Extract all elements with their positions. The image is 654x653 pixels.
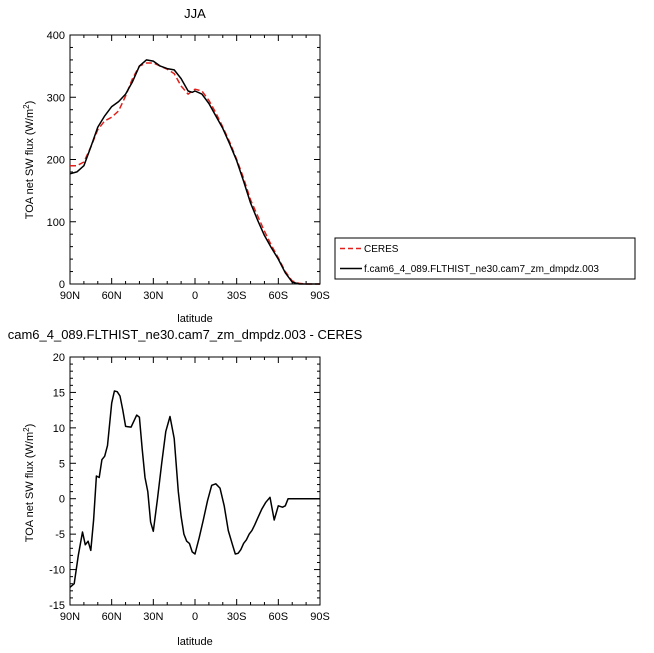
top-y-axis-label-main: TOA net SW flux (W/m bbox=[24, 109, 36, 219]
top-plot-title: JJA bbox=[184, 6, 206, 21]
top-y-ticks: 0 100 200 300 400 bbox=[47, 30, 320, 291]
top-y-tick-label: 300 bbox=[47, 92, 65, 104]
bottom-y-tick-label: -5 bbox=[55, 529, 65, 541]
bottom-x-tick-label: 60N bbox=[102, 611, 122, 623]
legend: CERES f.cam6_4_089.FLTHIST_ne30.cam7_zm_… bbox=[334, 237, 636, 280]
top-x-tick-label: 90N bbox=[60, 290, 80, 302]
bottom-y-ticks: -15 -10 -5 0 5 10 15 20 bbox=[49, 352, 320, 612]
bottom-y-tick-label: 15 bbox=[53, 387, 65, 399]
top-y-tick-label: 0 bbox=[59, 279, 65, 291]
legend-box bbox=[334, 237, 636, 280]
bottom-y-tick-label: 20 bbox=[53, 352, 65, 364]
bottom-x-tick-label: 30N bbox=[143, 611, 163, 623]
bottom-x-tick-label: 30S bbox=[227, 611, 247, 623]
top-x-tick-label: 0 bbox=[192, 290, 198, 302]
legend-label-model: f.cam6_4_089.FLTHIST_ne30.cam7_zm_dmpdz.… bbox=[364, 264, 599, 275]
bottom-y-axis-label: TOA net SW flux (W/m2) bbox=[22, 424, 36, 543]
top-y-tick-label: 400 bbox=[47, 30, 65, 42]
top-x-tick-label: 30S bbox=[227, 290, 247, 302]
bottom-y-tick-label: -10 bbox=[49, 565, 65, 577]
bottom-x-tick-label: 0 bbox=[192, 611, 198, 623]
top-y-axis-label: TOA net SW flux (W/m2) bbox=[22, 101, 36, 220]
top-plot: JJA 90N 60N 30N 0 30S 60S 90S 0 100 200 300 400 la… bbox=[22, 6, 330, 325]
bottom-plot-title: cam6_4_089.FLTHIST_ne30.cam7_zm_dmpdz.00… bbox=[8, 327, 363, 342]
bottom-series-line-difference bbox=[69, 390, 320, 588]
top-x-axis-label: latitude bbox=[177, 313, 212, 325]
bottom-x-ticks: 90N 60N 30N 0 30S 60S 90S bbox=[60, 357, 330, 623]
top-y-tick-label: 100 bbox=[47, 217, 65, 229]
top-series-lines bbox=[69, 59, 320, 285]
bottom-plot: cam6_4_089.FLTHIST_ne30.cam7_zm_dmpdz.00… bbox=[8, 327, 363, 648]
bottom-x-axis-label: latitude bbox=[177, 636, 212, 648]
top-x-tick-label: 60N bbox=[102, 290, 122, 302]
top-y-tick-label: 200 bbox=[47, 155, 65, 167]
bottom-y-tick-label: 0 bbox=[59, 494, 65, 506]
top-y-axis-label-end: ) bbox=[24, 101, 36, 105]
top-series-line-model bbox=[69, 59, 320, 285]
top-x-tick-label: 60S bbox=[269, 290, 289, 302]
bottom-x-tick-label: 90S bbox=[310, 611, 330, 623]
top-x-tick-label: 30N bbox=[143, 290, 163, 302]
bottom-series-lines bbox=[69, 390, 320, 588]
bottom-y-tick-label: 5 bbox=[59, 458, 65, 470]
top-plot-frame bbox=[69, 34, 321, 285]
top-series-line-ceres bbox=[70, 62, 320, 285]
top-x-tick-label: 90S bbox=[310, 290, 330, 302]
bottom-y-axis-label-end: ) bbox=[24, 424, 36, 428]
bottom-y-axis-label-superscript: 2 bbox=[22, 427, 31, 432]
bottom-x-tick-label: 60S bbox=[269, 611, 289, 623]
bottom-y-tick-label: -15 bbox=[49, 600, 65, 612]
bottom-y-axis-label-main: TOA net SW flux (W/m bbox=[24, 432, 36, 542]
top-y-axis-label-superscript: 2 bbox=[22, 104, 31, 109]
bottom-plot-frame bbox=[69, 356, 321, 606]
bottom-x-tick-label: 90N bbox=[60, 611, 80, 623]
legend-label-ceres: CERES bbox=[364, 244, 399, 255]
bottom-y-tick-label: 10 bbox=[53, 423, 65, 435]
top-x-ticks: 90N 60N 30N 0 30S 60S 90S bbox=[60, 35, 330, 302]
